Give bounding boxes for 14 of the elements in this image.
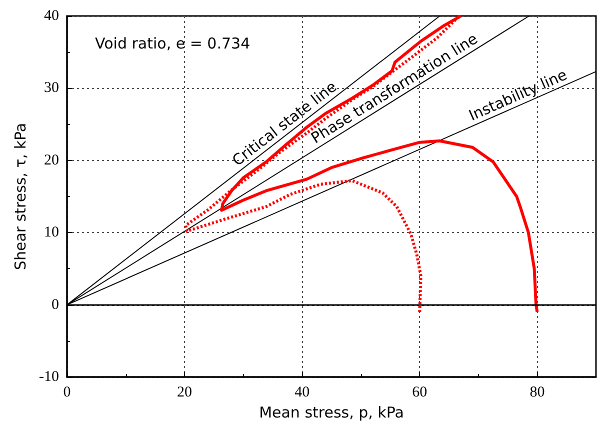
y-tick-label: 10 [44, 224, 59, 241]
y-tick-label: 20 [44, 152, 59, 168]
x-tick-label: 40 [294, 384, 310, 400]
x-tick-label: 80 [530, 384, 545, 400]
x-axis-title: Mean stress, p, kPa [259, 403, 404, 422]
y-tick-label: 40 [44, 8, 59, 24]
y-tick-label: -10 [39, 369, 59, 385]
y-axis-title: Shear stress, τ, kPa [12, 122, 30, 270]
y-tick-label: 30 [44, 80, 59, 96]
annotation: Void ratio, e = 0.734 [95, 34, 250, 52]
x-tick-label: 0 [63, 384, 71, 400]
y-tick-label: 0 [52, 296, 59, 313]
x-tick-label: 60 [412, 384, 428, 400]
x-tick-label: 20 [177, 384, 192, 400]
